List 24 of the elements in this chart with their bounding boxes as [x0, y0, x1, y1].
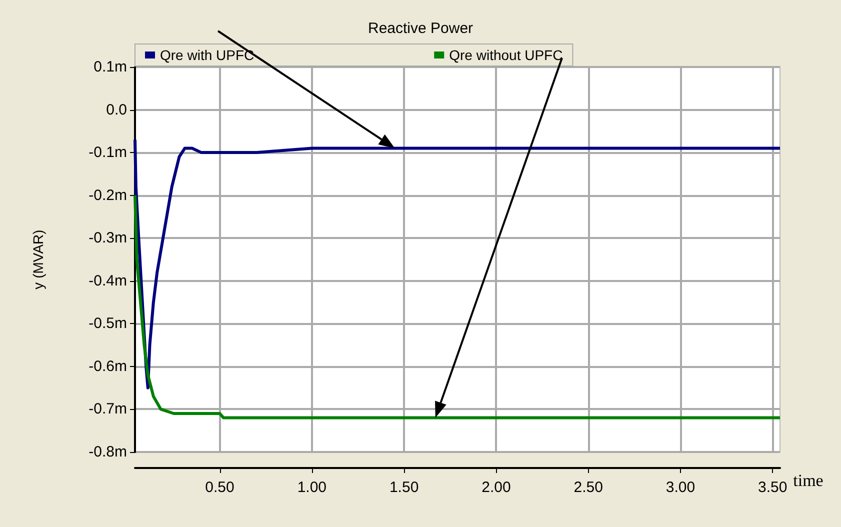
x-tick-label: 3.50 [758, 479, 788, 496]
y-tick-label: 0.0 [106, 101, 127, 118]
line-series [134, 194, 782, 420]
x-tick-label: 1.00 [297, 479, 327, 496]
x-tick-label: 2.50 [574, 479, 603, 496]
y-tick-label: -0.1m [88, 144, 127, 162]
y-tick-label: -0.6m [88, 358, 127, 375]
legend-label: Qre with UPFC [160, 47, 254, 63]
y-tick-label: -0.2m [88, 186, 127, 204]
y-tick-label: -0.5m [88, 315, 127, 332]
x-tick-label: 3.00 [666, 479, 696, 496]
y-tick-label: -0.3m [88, 230, 127, 247]
y-axis-title: y (MVAR) [30, 230, 46, 290]
chart-title: Reactive Power [368, 20, 474, 37]
y-tick-label: -0.4m [88, 272, 127, 290]
x-axis-title: time [793, 471, 824, 490]
y-tick-label: -0.8m [88, 444, 127, 460]
y-tick-label: -0.7m [88, 400, 127, 418]
x-tick-label: 0.50 [205, 479, 234, 496]
line-series [134, 138, 782, 390]
x-tick-label: 2.00 [482, 479, 511, 496]
x-tick-label: 1.50 [389, 479, 419, 496]
y-tick-label: 0.1m [94, 58, 127, 76]
legend-label: Qre without UPFC [449, 47, 563, 63]
